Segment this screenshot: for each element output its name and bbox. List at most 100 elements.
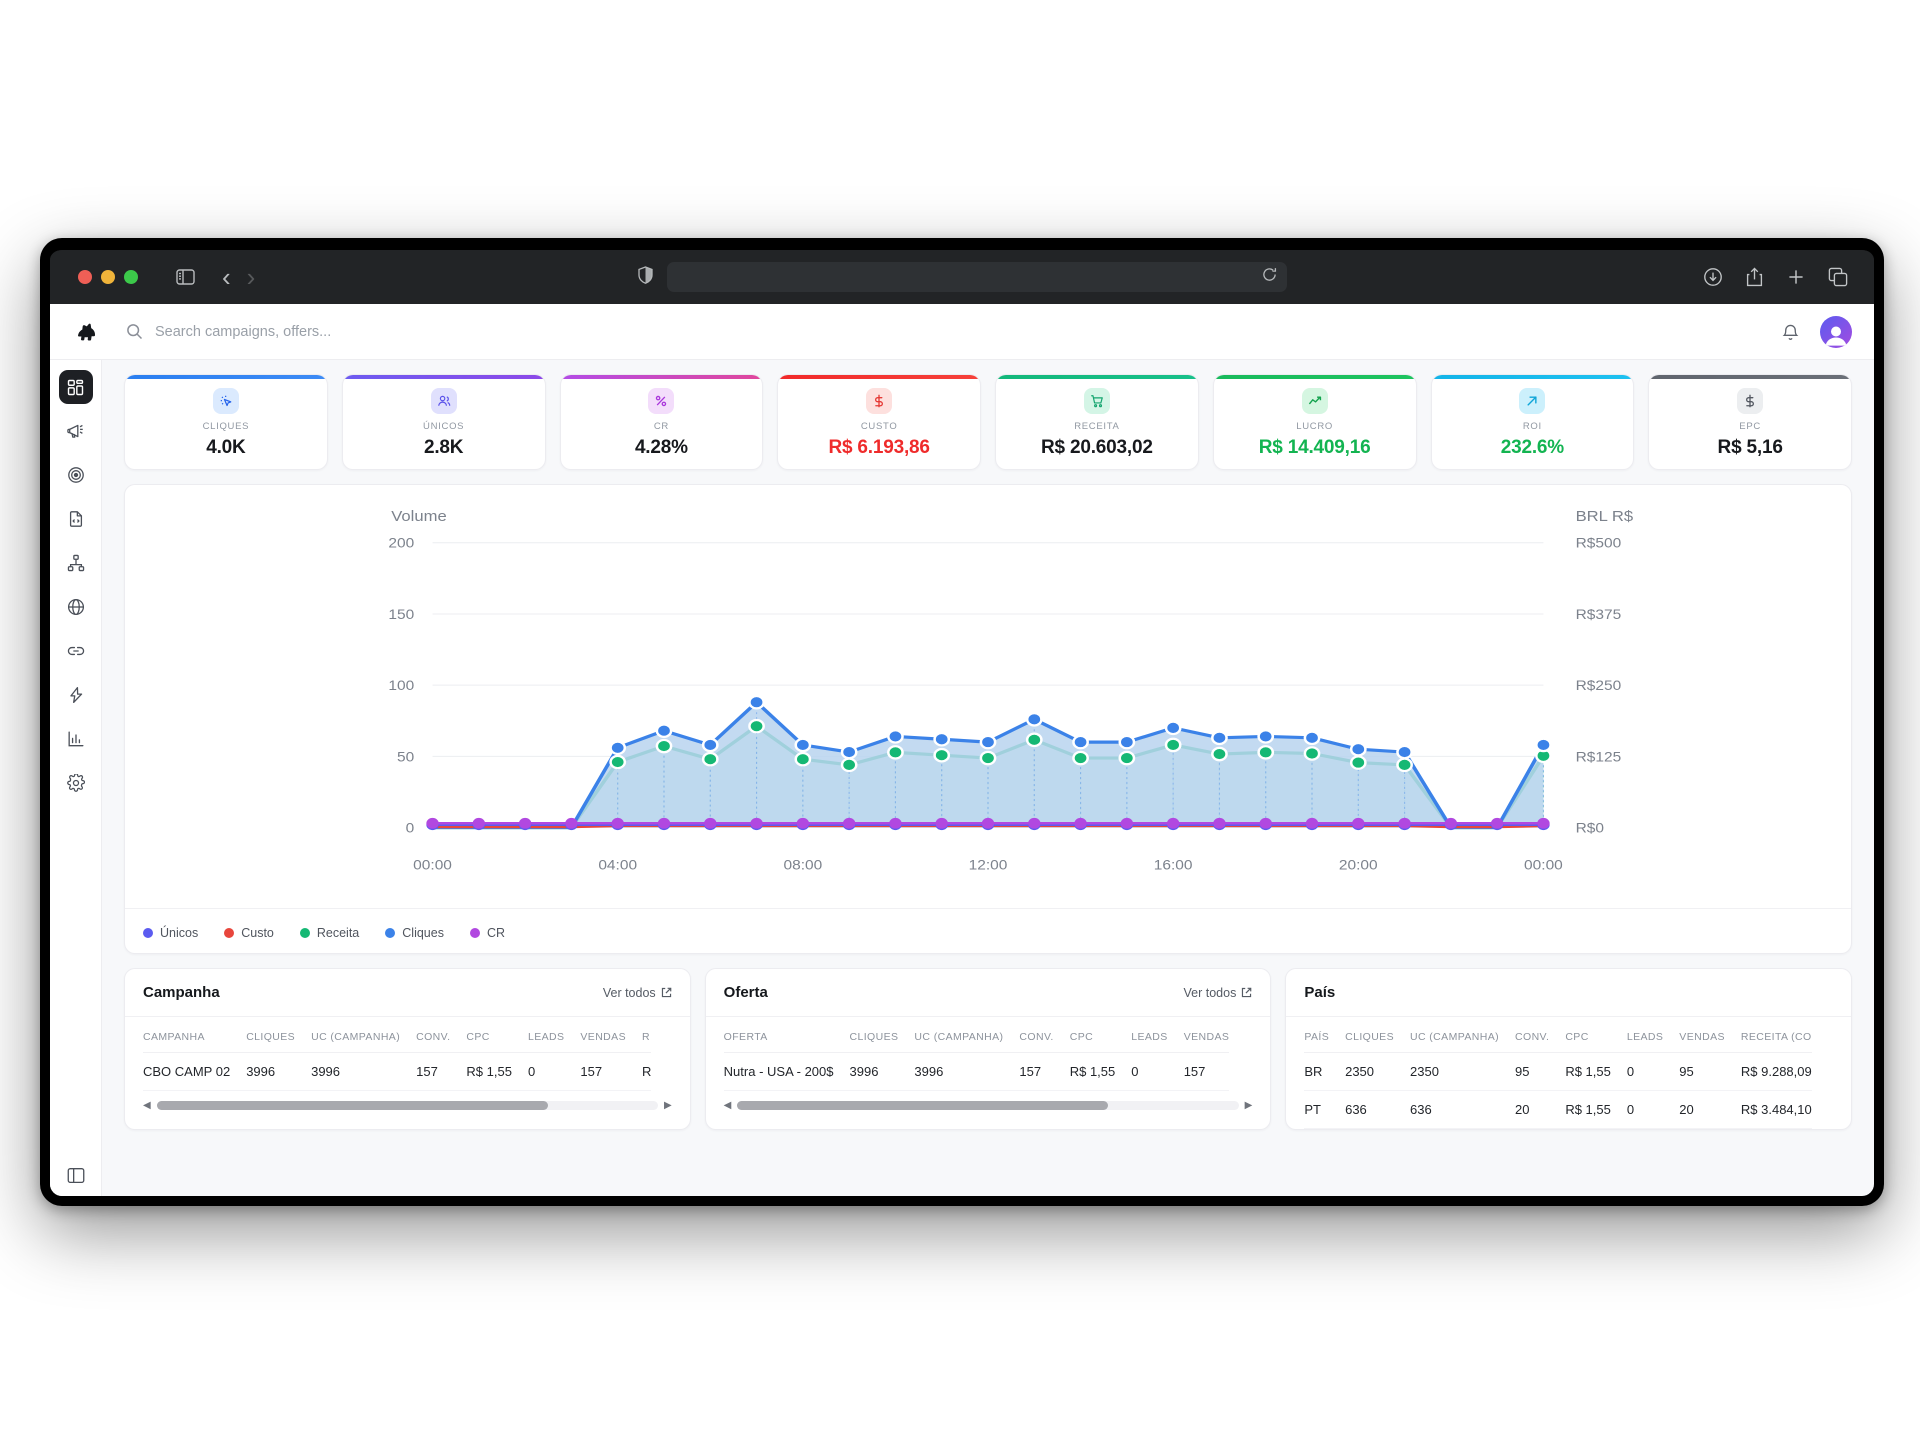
notification-bell-icon[interactable]	[1781, 322, 1800, 342]
column-header[interactable]: LEADS	[1610, 1017, 1664, 1053]
legend-item-custo[interactable]: Custo	[224, 926, 274, 940]
column-header[interactable]: VENDAS	[564, 1017, 626, 1053]
share-icon[interactable]	[1745, 267, 1764, 287]
maximize-window-button[interactable]	[124, 270, 138, 284]
scroll-left-icon[interactable]: ◀	[723, 1100, 732, 1111]
column-header[interactable]: VENDAS	[1663, 1017, 1725, 1053]
column-header[interactable]: RECEITA (CO	[1724, 1017, 1812, 1053]
close-window-button[interactable]	[78, 270, 92, 284]
sidebar-toggle-icon[interactable]	[172, 264, 198, 290]
column-header[interactable]: LEADS	[1115, 1017, 1168, 1053]
kpi-card-custo[interactable]: CUSTO R$ 6.193,86	[777, 374, 981, 470]
avatar[interactable]	[1820, 315, 1852, 348]
view-all-link[interactable]: Ver todos	[1184, 986, 1253, 1000]
tab-overview-icon[interactable]	[1828, 267, 1848, 287]
sidebar-collapse-button[interactable]	[59, 1158, 93, 1192]
column-header[interactable]: CLIQUES	[230, 1017, 296, 1053]
table-row[interactable]: CBO CAMP 02 3996 3996 157 R$ 1,55 0 157 R	[143, 1052, 652, 1091]
scroll-right-icon[interactable]: ▶	[663, 1100, 672, 1111]
column-header[interactable]: CONV.	[400, 1017, 451, 1053]
kpi-card-epc[interactable]: EPC R$ 5,16	[1648, 374, 1852, 470]
horizontal-scrollbar[interactable]: ◀ ▶	[706, 1091, 1271, 1121]
scrollbar-thumb[interactable]	[156, 1101, 548, 1110]
kpi-card-lucro[interactable]: LUCRO R$ 14.409,16	[1212, 374, 1417, 470]
legend-item-cliques[interactable]: Cliques	[385, 926, 444, 940]
minimize-window-button[interactable]	[101, 270, 115, 284]
sidebar-item-targeting[interactable]	[59, 458, 93, 492]
chart-plot-area[interactable]: Volume BRL R$ 0 50 100 150 200 R$0 R$125 R$250 R$3…	[125, 485, 1851, 953]
table-row[interactable]: Nutra - USA - 200$ 3996 3996 157 R$ 1,55 0 157	[723, 1052, 1230, 1091]
sidebar-item-campaigns[interactable]	[59, 414, 93, 448]
legend-item-receita[interactable]: Receita	[299, 926, 359, 940]
scroll-right-icon[interactable]: ▶	[1244, 1100, 1253, 1111]
column-header[interactable]: CLIQUES	[1329, 1017, 1394, 1053]
sidebar-item-domains[interactable]	[59, 590, 93, 624]
svg-text:150: 150	[388, 608, 414, 623]
column-header[interactable]: CAMPANHA	[143, 1017, 231, 1053]
search-box[interactable]	[126, 323, 1781, 340]
horizontal-scrollbar[interactable]: ◀ ▶	[125, 1091, 690, 1121]
legend-item-cr[interactable]: CR	[469, 926, 505, 940]
column-header[interactable]: PAÍS	[1304, 1017, 1330, 1053]
navigation-arrows[interactable]: ‹ ›	[222, 264, 255, 290]
kpi-label: RECEITA	[1074, 421, 1120, 432]
sidebar-item-dashboard[interactable]	[58, 370, 93, 404]
download-icon[interactable]	[1703, 267, 1723, 287]
search-input[interactable]	[155, 323, 575, 340]
svg-text:50: 50	[397, 750, 414, 765]
column-header[interactable]: CPC	[1053, 1017, 1116, 1053]
column-header[interactable]: UC (CAMPANHA)	[295, 1017, 401, 1053]
table-scroll-region[interactable]: CAMPANHA CLIQUES UC (CAMPANHA) CONV. CPC LEAD…	[125, 1017, 690, 1091]
column-header[interactable]: UC (CAMPANHA)	[898, 1017, 1004, 1053]
scrollbar-track[interactable]	[737, 1101, 1239, 1110]
plus-icon[interactable]	[1786, 267, 1806, 287]
kpi-accent-bar	[342, 375, 545, 379]
view-all-link[interactable]: Ver todos	[603, 986, 672, 1000]
sidebar-item-flows[interactable]	[59, 546, 93, 580]
table-row[interactable]: BR 2350 2350 95 R$ 1,55 0 95 R$ 9.288,09	[1304, 1052, 1812, 1091]
back-arrow-icon[interactable]: ‹	[222, 262, 231, 292]
sidebar-item-links[interactable]	[59, 634, 93, 668]
window-controls[interactable]	[78, 270, 138, 284]
column-header[interactable]: CLIQUES	[833, 1017, 899, 1053]
application-viewport: CLIQUES 4.0K ÚNICOS 2.8K CR 4.28% CUSTO R$ 6.19…	[50, 304, 1874, 1196]
scrollbar-thumb[interactable]	[737, 1101, 1109, 1110]
column-header[interactable]: CPC	[450, 1017, 512, 1053]
table-scroll-region[interactable]: PAÍS CLIQUES UC (CAMPANHA) CONV. CPC LEADS VEN…	[1286, 1017, 1851, 1129]
reload-icon[interactable]	[1262, 267, 1277, 287]
legend-color-dot	[299, 928, 310, 938]
scroll-left-icon[interactable]: ◀	[143, 1100, 151, 1111]
column-header[interactable]: VENDAS	[1167, 1017, 1230, 1053]
table-row[interactable]: PT 636 636 20 R$ 1,55 0 20 R$ 3.484,10	[1304, 1090, 1812, 1129]
shield-icon[interactable]	[637, 265, 653, 289]
svg-text:R$500: R$500	[1576, 537, 1622, 552]
column-header[interactable]: R	[625, 1017, 652, 1053]
kpi-card-cliques[interactable]: CLIQUES 4.0K	[124, 374, 328, 470]
table-cell: 157	[1167, 1052, 1230, 1091]
kpi-card-receita[interactable]: RECEITA R$ 20.603,02	[995, 374, 1199, 470]
column-header[interactable]: CONV.	[1499, 1017, 1550, 1053]
column-header[interactable]: CPC	[1549, 1017, 1611, 1053]
column-header[interactable]: UC (CAMPANHA)	[1394, 1017, 1500, 1053]
sidebar-item-pages[interactable]	[59, 502, 93, 536]
dollar-icon	[866, 388, 893, 414]
scrollbar-track[interactable]	[156, 1101, 658, 1110]
legend-item-unicos[interactable]: Únicos	[143, 926, 198, 940]
column-header[interactable]: LEADS	[511, 1017, 565, 1053]
sidebar-item-settings[interactable]	[59, 766, 93, 800]
sidebar-item-reports[interactable]	[59, 722, 93, 756]
column-header[interactable]: OFERTA	[723, 1017, 834, 1053]
app-logo[interactable]	[64, 319, 110, 345]
percent-icon	[648, 388, 675, 414]
table-scroll-region[interactable]: OFERTA CLIQUES UC (CAMPANHA) CONV. CPC LEADS V…	[706, 1017, 1271, 1091]
kpi-card-cr[interactable]: CR 4.28%	[559, 374, 764, 470]
column-header[interactable]: CONV.	[1003, 1017, 1054, 1053]
table-cell: R$ 1,55	[1053, 1052, 1116, 1091]
url-bar[interactable]	[666, 262, 1287, 292]
kpi-card-roi[interactable]: ROI 232.6%	[1430, 374, 1635, 470]
svg-text:00:00: 00:00	[1524, 858, 1563, 873]
kpi-card-unicos[interactable]: ÚNICOS 2.8K	[341, 374, 546, 470]
sidebar-item-automations[interactable]	[59, 678, 93, 712]
kpi-accent-bar	[1431, 375, 1634, 379]
